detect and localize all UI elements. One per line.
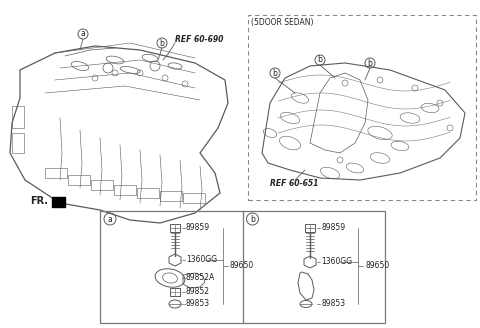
Bar bbox=[68, 175, 90, 185]
Bar bbox=[183, 193, 205, 203]
Text: 89853: 89853 bbox=[321, 299, 345, 309]
Text: 89853: 89853 bbox=[186, 299, 210, 309]
Text: (5DOOR SEDAN): (5DOOR SEDAN) bbox=[251, 17, 313, 27]
Bar bbox=[12, 133, 24, 153]
Text: a: a bbox=[108, 215, 112, 223]
Text: 89852: 89852 bbox=[186, 288, 210, 297]
Bar bbox=[305, 224, 315, 232]
Bar bbox=[137, 188, 159, 198]
Bar bbox=[45, 168, 67, 178]
Bar bbox=[170, 224, 180, 232]
Text: b: b bbox=[159, 38, 165, 48]
Text: 89859: 89859 bbox=[186, 223, 210, 233]
Bar bbox=[248, 15, 476, 200]
Bar bbox=[91, 180, 113, 190]
Text: 89852A: 89852A bbox=[186, 274, 215, 282]
Text: b: b bbox=[273, 69, 277, 77]
Text: 89859: 89859 bbox=[321, 223, 345, 233]
Text: b: b bbox=[368, 58, 372, 68]
Bar bbox=[170, 288, 180, 296]
Bar bbox=[12, 106, 24, 128]
Text: a: a bbox=[81, 30, 85, 38]
Text: 89650: 89650 bbox=[365, 261, 389, 271]
Text: 89650: 89650 bbox=[230, 261, 254, 271]
Text: 1360GG: 1360GG bbox=[321, 257, 352, 266]
Bar bbox=[114, 185, 136, 195]
Text: REF 60-651: REF 60-651 bbox=[270, 178, 318, 188]
Bar bbox=[100, 211, 385, 323]
Text: b: b bbox=[318, 55, 323, 65]
Bar bbox=[160, 191, 182, 201]
Text: REF 60-690: REF 60-690 bbox=[175, 35, 223, 45]
Text: FR.: FR. bbox=[30, 196, 48, 206]
Bar bbox=[52, 197, 65, 207]
Text: b: b bbox=[250, 215, 255, 223]
Text: 1360GG: 1360GG bbox=[186, 256, 217, 264]
